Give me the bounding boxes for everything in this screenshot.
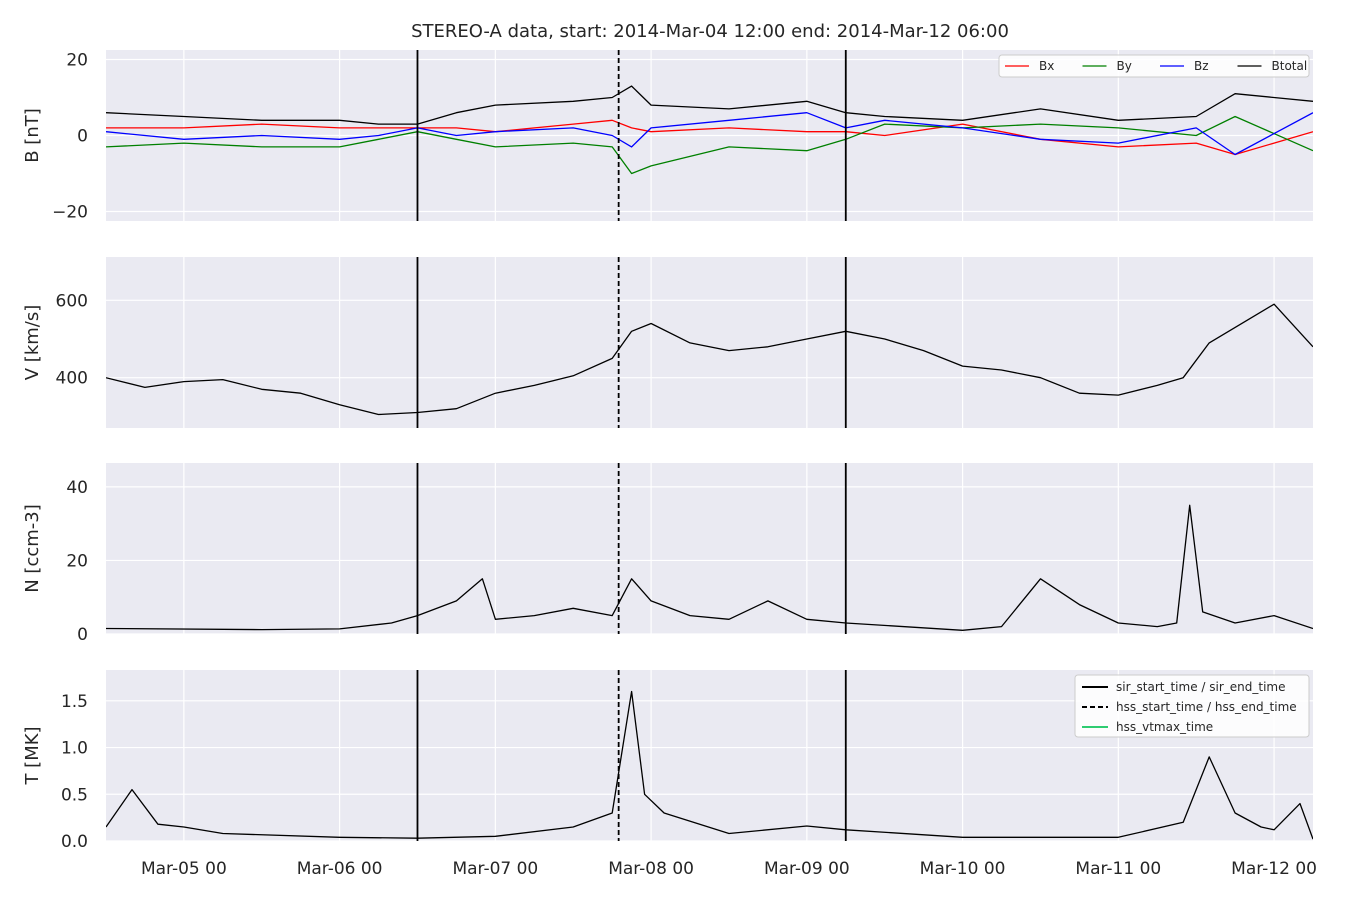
series-line-t <box>106 690 1313 840</box>
panel-magnetic-field: −20 0 20 B [nT] <box>22 50 1313 223</box>
y-tick-label: 40 <box>66 478 88 498</box>
chart-title: STEREO-A data, start: 2014-Mar-04 12:00 … <box>411 21 1009 42</box>
legend-label: By <box>1117 59 1132 73</box>
series-line-btotal <box>106 85 1313 125</box>
x-tick-label: Mar-05 00 <box>141 859 227 879</box>
y-tick-label: 1.5 <box>61 692 88 712</box>
legend-box <box>998 54 1310 78</box>
y-tick-label: 0.5 <box>61 785 88 805</box>
legend-label: Btotal <box>1272 59 1308 73</box>
y-axis-label: B [nT] <box>22 108 43 163</box>
y-tick-label: 1.0 <box>61 739 88 759</box>
legend-event-markers: sir_start_time / sir_end_time hss_start_t… <box>1074 674 1310 738</box>
legend-label: hss_vtmax_time <box>1116 720 1213 734</box>
y-tick-label: 20 <box>66 51 88 71</box>
legend-box <box>1074 674 1310 738</box>
panel-velocity: 400 600 V [km/s] <box>22 257 1313 428</box>
series-line-n <box>106 504 1313 631</box>
x-tick-label: Mar-10 00 <box>920 859 1006 879</box>
legend-magnetic-field: Bx By Bz Btotal <box>998 54 1310 78</box>
x-tick-label: Mar-08 00 <box>608 859 694 879</box>
x-tick-label: Mar-12 00 <box>1231 859 1317 879</box>
y-tick-label: 20 <box>66 551 88 571</box>
series-line-bz <box>106 112 1313 156</box>
series-line-v <box>106 303 1313 416</box>
y-axis-label: N [ccm-3] <box>22 504 43 593</box>
legend-label: Bz <box>1194 59 1209 73</box>
x-tick-label: Mar-07 00 <box>452 859 538 879</box>
plot-area <box>106 463 1313 634</box>
x-tick-label: Mar-06 00 <box>297 859 383 879</box>
plot-area <box>106 257 1313 428</box>
x-tick-label: Mar-11 00 <box>1075 859 1161 879</box>
y-tick-label: 400 <box>56 369 88 389</box>
y-tick-label: 0 <box>77 127 88 147</box>
y-axis-label: T [MK] <box>22 726 43 785</box>
legend-label: sir_start_time / sir_end_time <box>1116 680 1286 694</box>
legend-label: hss_start_time / hss_end_time <box>1116 700 1297 714</box>
legend-label: Bx <box>1039 59 1054 73</box>
series-line-bx <box>106 119 1313 156</box>
y-tick-label: 0 <box>77 625 88 645</box>
y-axis-label: V [km/s] <box>22 305 43 380</box>
series-line-by <box>106 115 1313 175</box>
panel-density: 0 20 40 N [ccm-3] <box>22 463 1313 645</box>
y-tick-label: −20 <box>52 203 88 223</box>
y-tick-label: 600 <box>56 291 88 311</box>
x-axis-tick-labels: Mar-05 00 Mar-06 00 Mar-07 00 Mar-08 00 Mar-… <box>141 859 1317 879</box>
x-tick-label: Mar-09 00 <box>764 859 850 879</box>
y-tick-label: 0.0 <box>61 832 88 852</box>
